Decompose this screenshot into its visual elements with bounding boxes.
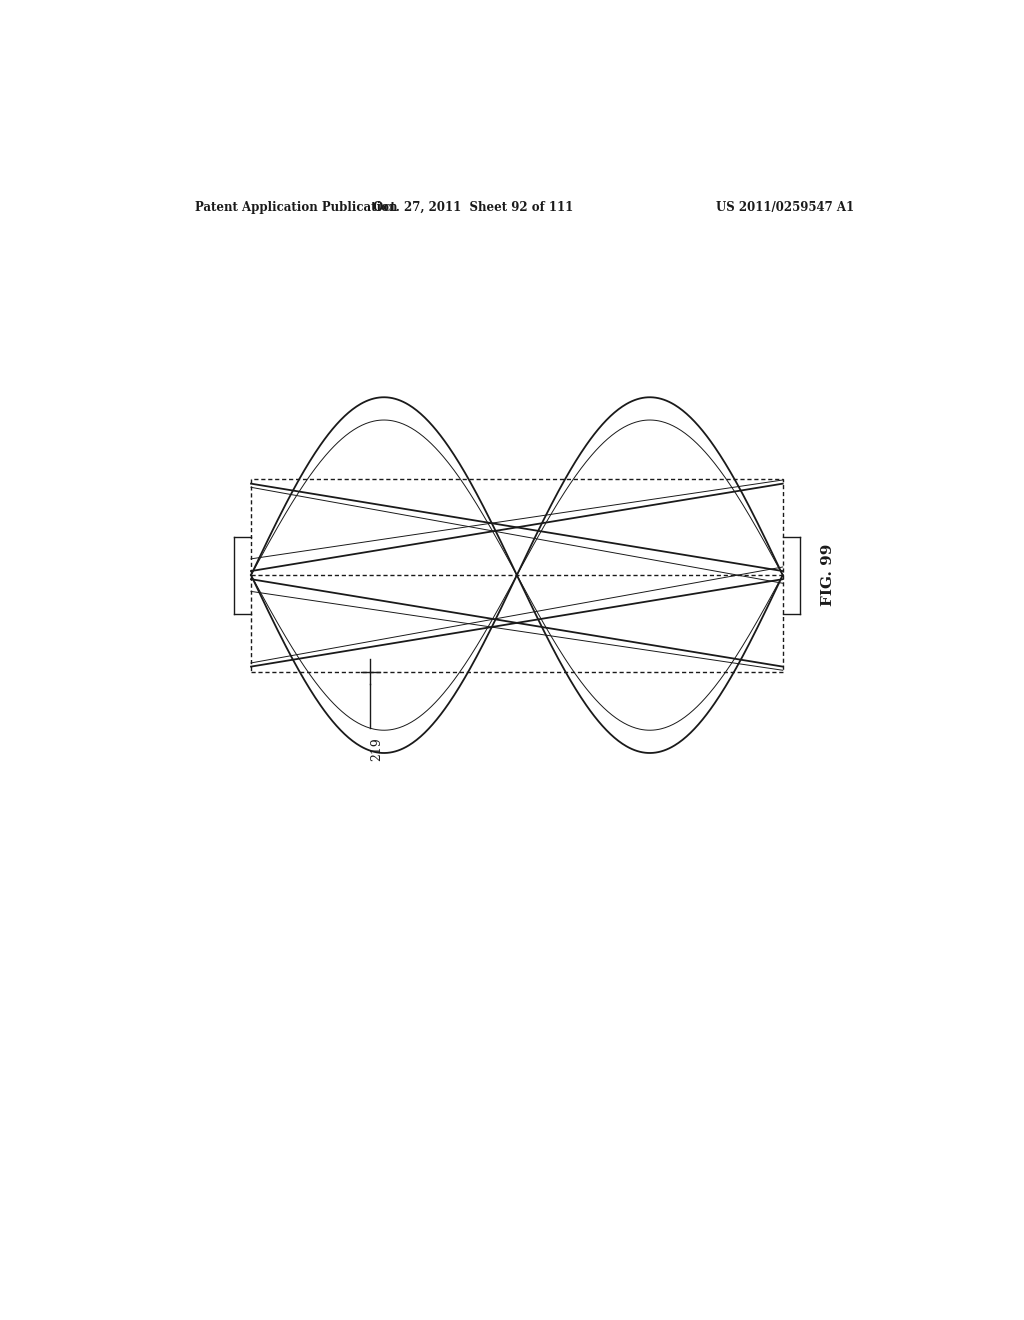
Text: FIG. 99: FIG. 99 — [821, 544, 835, 606]
Bar — [251, 479, 782, 672]
Text: US 2011/0259547 A1: US 2011/0259547 A1 — [716, 201, 854, 214]
Text: Oct. 27, 2011  Sheet 92 of 111: Oct. 27, 2011 Sheet 92 of 111 — [373, 201, 573, 214]
Text: 219: 219 — [370, 738, 383, 762]
Text: Patent Application Publication: Patent Application Publication — [196, 201, 398, 214]
